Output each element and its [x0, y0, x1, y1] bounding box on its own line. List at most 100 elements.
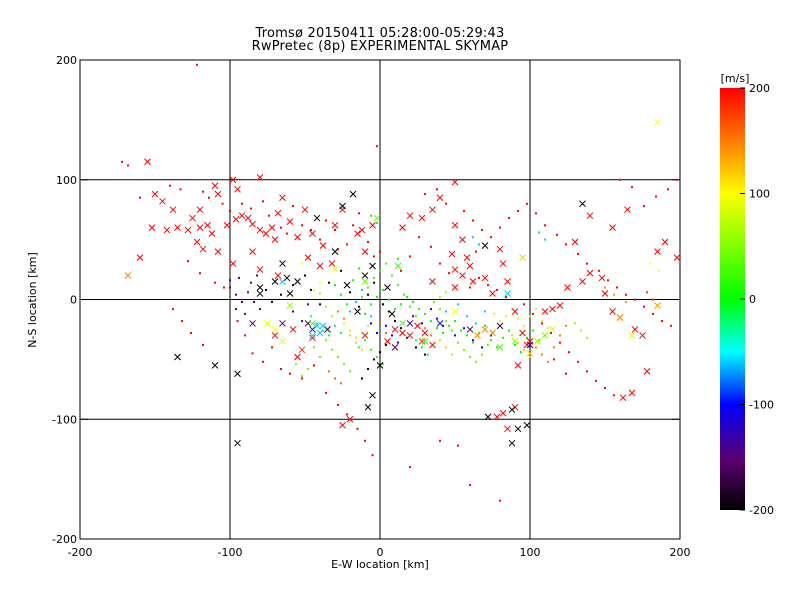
y-tick-label: 200: [56, 54, 77, 67]
y-tick-label: -100: [52, 413, 77, 426]
data-cross: [279, 338, 286, 345]
data-point: [292, 205, 294, 208]
data-point: [337, 403, 339, 406]
data-point: [487, 284, 489, 287]
data-cross: [279, 320, 286, 327]
data-point: [190, 332, 192, 334]
data-point: [430, 308, 432, 311]
data-cross: [598, 274, 606, 282]
data-cross: [508, 406, 516, 414]
data-point: [358, 346, 360, 349]
data-cross: [493, 413, 501, 421]
data-cross: [313, 214, 321, 222]
data-point: [655, 195, 657, 198]
data-point: [361, 296, 363, 299]
data-cross: [309, 332, 316, 339]
data-point: [241, 202, 243, 205]
data-point: [559, 334, 561, 337]
data-point: [229, 209, 231, 212]
data-point: [334, 377, 336, 380]
data-cross: [369, 221, 376, 229]
data-cross: [541, 332, 549, 339]
data-point: [169, 184, 171, 187]
data-point: [127, 164, 129, 167]
data-cross: [511, 308, 519, 315]
data-cross: [319, 322, 327, 330]
data-point: [236, 320, 239, 323]
data-point: [385, 344, 387, 346]
data-point: [376, 221, 378, 224]
x-tick-label: -100: [218, 546, 243, 559]
data-cross: [451, 284, 459, 291]
data-point: [307, 368, 309, 370]
data-point: [646, 291, 648, 294]
data-point: [424, 327, 426, 330]
data-cross: [499, 409, 507, 417]
data-point: [319, 303, 321, 306]
data-cross: [124, 272, 132, 279]
data-point: [499, 320, 501, 323]
data-point: [343, 363, 345, 366]
data-cross: [514, 362, 522, 369]
data-point: [547, 360, 549, 363]
data-cross: [418, 338, 426, 345]
data-cross: [262, 230, 270, 237]
colorbar-tick-label: 200: [749, 82, 770, 95]
data-cross: [238, 212, 246, 220]
data-point: [229, 286, 231, 289]
data-cross: [481, 326, 489, 333]
data-cross: [148, 224, 156, 232]
data-cross: [519, 254, 526, 261]
data-cross: [283, 274, 291, 282]
data-cross: [301, 206, 309, 214]
data-point: [631, 185, 633, 188]
data-point: [409, 255, 411, 258]
data-cross: [358, 226, 366, 234]
data-point: [481, 346, 483, 349]
data-point: [613, 394, 615, 397]
data-point: [556, 233, 558, 236]
data-point: [496, 288, 498, 291]
data-cross: [429, 206, 436, 214]
grid-lines: [80, 60, 680, 539]
data-cross: [294, 278, 301, 285]
data-cross: [496, 322, 504, 330]
data-point: [250, 281, 252, 284]
colorbar-tick-label: 100: [749, 188, 770, 201]
data-point: [541, 320, 543, 323]
data-point: [532, 329, 534, 332]
data-point: [356, 427, 359, 430]
data-point: [400, 269, 402, 272]
data-point: [361, 348, 363, 351]
data-point: [493, 312, 495, 315]
data-point: [598, 269, 600, 272]
data-point: [313, 364, 315, 367]
data-cross: [534, 338, 541, 345]
data-cross: [211, 362, 219, 369]
data-point: [370, 322, 372, 325]
data-point: [643, 305, 645, 308]
data-point: [472, 219, 474, 222]
data-point: [292, 310, 294, 313]
data-point: [448, 272, 450, 275]
data-cross: [144, 158, 151, 166]
data-cross: [309, 326, 316, 333]
data-point: [553, 358, 555, 361]
data-point: [355, 336, 357, 339]
data-point: [313, 288, 315, 291]
data-point: [202, 344, 204, 346]
data-point: [367, 241, 369, 243]
data-cross: [484, 413, 492, 421]
data-point: [616, 286, 618, 289]
data-point: [424, 193, 426, 196]
data-point: [235, 293, 237, 296]
data-point: [214, 281, 216, 284]
data-cross: [499, 260, 507, 267]
data-point: [394, 320, 396, 323]
data-cross: [313, 322, 321, 330]
data-cross: [346, 415, 354, 423]
data-point: [280, 226, 282, 229]
data-point: [251, 352, 254, 355]
data-cross: [564, 284, 571, 291]
data-cross: [489, 329, 496, 337]
